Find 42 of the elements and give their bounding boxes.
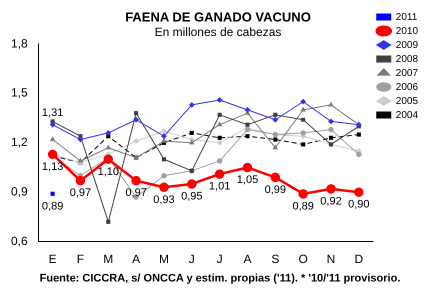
x-tick-label: F bbox=[76, 252, 84, 266]
y-tick-label: 1,5 bbox=[10, 86, 28, 100]
x-tick-label: N bbox=[326, 252, 336, 266]
x-tick-label: D bbox=[354, 252, 364, 266]
x-tick-label: M bbox=[103, 252, 114, 266]
x-tick-label: O bbox=[298, 252, 308, 266]
x-tick-label: A bbox=[132, 252, 140, 266]
data-label: 1,05 bbox=[236, 174, 258, 186]
legend-label: 2005 bbox=[396, 96, 418, 107]
y-tick-label: 0,6 bbox=[10, 234, 28, 248]
data-label: 0,97 bbox=[125, 187, 147, 200]
legend-label: 2009 bbox=[396, 40, 418, 51]
legend-label: 2008 bbox=[396, 54, 418, 65]
data-label: 0,99 bbox=[264, 184, 286, 196]
data-label: 0,92 bbox=[320, 195, 342, 208]
legend-label: 2006 bbox=[396, 82, 418, 93]
data-label: 0,90 bbox=[348, 198, 370, 211]
legend-label: 2004 bbox=[396, 110, 418, 121]
source-note: Fuente: CICCRA, s/ ONCCA y estim. propias ('11). * '10/'11 provisorio. bbox=[40, 272, 400, 285]
x-tick-label: A bbox=[243, 252, 252, 266]
y-tick-label: 1,8 bbox=[10, 36, 28, 50]
data-label: 1,10 bbox=[98, 166, 119, 178]
data-label: 0,97 bbox=[70, 187, 92, 200]
y-tick-label: 1,2 bbox=[10, 135, 28, 150]
chart-subtitle: En millones de cabezas bbox=[154, 25, 282, 40]
data-label: 0,89 bbox=[292, 200, 314, 212]
y-tick-label: 0,9 bbox=[10, 184, 28, 199]
x-tick-label: E bbox=[48, 252, 57, 266]
chart-title: FAENA DE GANADO VACUNO bbox=[125, 9, 311, 24]
x-tick-label: M bbox=[158, 252, 169, 266]
data-label: 1,01 bbox=[208, 180, 230, 193]
legend-label: 2010 bbox=[396, 26, 418, 37]
data-label: 0,89 bbox=[42, 200, 64, 212]
data-label: 0,93 bbox=[153, 194, 175, 206]
data-label: 1,13 bbox=[42, 160, 64, 173]
x-tick-label: S bbox=[271, 252, 280, 266]
data-label: 0,95 bbox=[181, 190, 203, 202]
x-tick-label: J bbox=[216, 252, 223, 266]
legend-label: 2007 bbox=[396, 68, 418, 79]
x-tick-label: J bbox=[188, 252, 195, 266]
data-label: 1,31 bbox=[42, 107, 64, 120]
legend-label: 2011 bbox=[396, 12, 418, 23]
